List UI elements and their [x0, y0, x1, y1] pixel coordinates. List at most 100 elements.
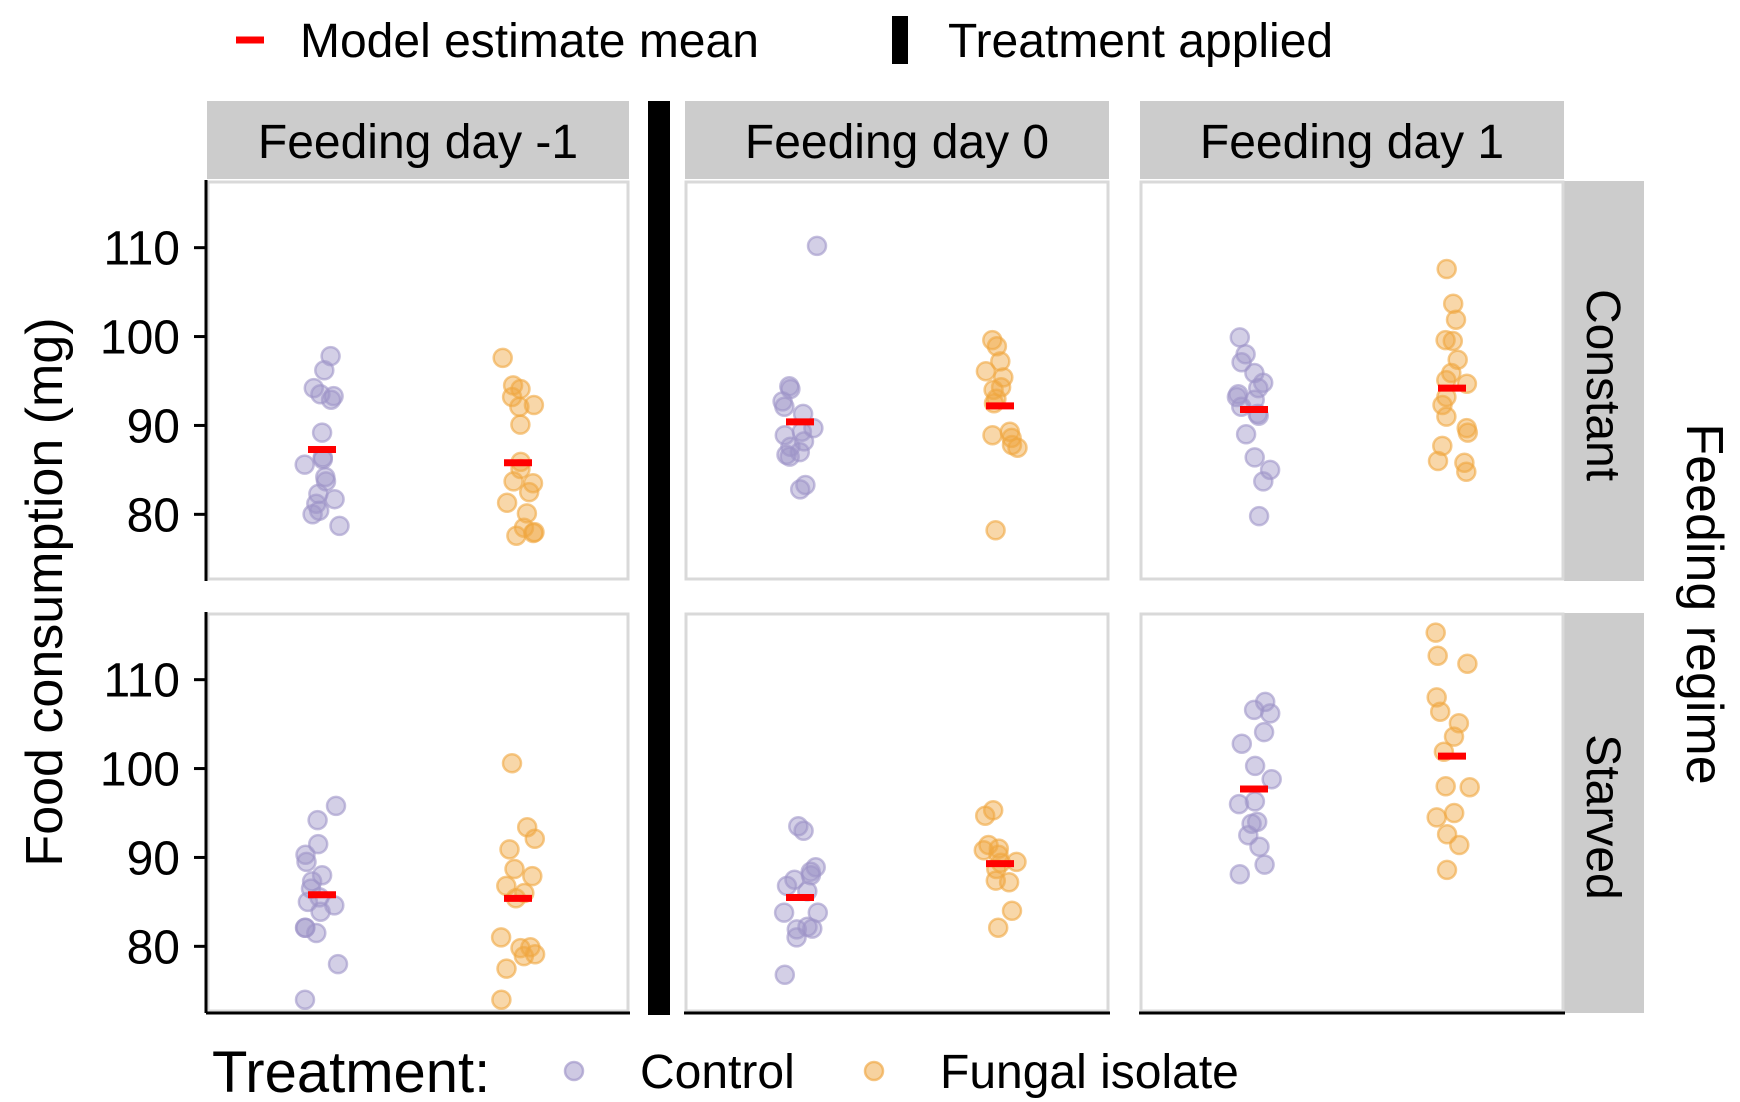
y-tick-label: 100	[100, 744, 180, 797]
y-tick-label: 90	[127, 400, 180, 453]
data-point	[982, 424, 1003, 446]
mean-markers	[308, 384, 1466, 902]
data-point	[523, 522, 544, 544]
data-point	[496, 492, 518, 514]
y-tick-label: 80	[127, 921, 180, 974]
data-point	[1001, 427, 1022, 449]
data-point	[1432, 435, 1453, 457]
data-point	[1259, 703, 1281, 724]
data-point	[990, 351, 1011, 372]
panels	[206, 180, 1565, 1013]
data-point	[1429, 701, 1451, 722]
data-point	[510, 414, 531, 435]
data-point	[1425, 622, 1446, 643]
data-point	[320, 389, 342, 410]
panel-day-minus1-constant	[206, 180, 630, 581]
data-point	[1443, 726, 1465, 747]
data-point	[307, 833, 329, 855]
panel-day0-constant	[684, 180, 1110, 581]
data-point	[1435, 329, 1456, 351]
y-tick-label: 110	[103, 655, 180, 708]
data-point	[491, 989, 512, 1010]
legend-control-label: Control	[640, 1046, 795, 1099]
data-point	[1248, 377, 1269, 399]
data-point	[1457, 422, 1479, 443]
data-point	[307, 809, 328, 831]
data-point	[518, 481, 540, 503]
data-point	[786, 927, 807, 948]
data-point	[1253, 471, 1274, 492]
row-facet-title: Feeding regime	[1675, 423, 1733, 784]
y-tick-label: 110	[103, 223, 180, 276]
strip-col-2	[685, 101, 1109, 179]
data-point	[327, 953, 349, 975]
data-point	[310, 901, 331, 922]
data-point	[1235, 424, 1257, 445]
data-point	[998, 872, 1020, 893]
data-point	[294, 454, 315, 475]
legend-fungal-swatch	[863, 1060, 885, 1082]
y-tick-label: 100	[100, 312, 180, 365]
data-point	[306, 922, 327, 944]
data-point	[296, 851, 317, 873]
data-point	[1457, 653, 1478, 674]
data-point	[523, 394, 545, 416]
data-point	[789, 479, 811, 500]
y-axis-title: Food consumption (mg)	[16, 317, 74, 866]
data-point	[1436, 406, 1457, 427]
panel-day1-constant	[1139, 180, 1565, 581]
data-point	[1436, 859, 1458, 881]
data-point	[490, 927, 512, 948]
row-strips: Constant Starved	[1564, 181, 1644, 1013]
panel-day1-starved	[1139, 612, 1565, 1013]
data-point	[325, 795, 347, 817]
legend-mean-label: Model estimate mean	[300, 15, 759, 68]
data-point	[1426, 807, 1447, 828]
strip-col-1	[207, 101, 629, 179]
data-point	[1231, 352, 1252, 373]
data-point	[504, 858, 525, 880]
data-point	[987, 917, 1009, 938]
data-point	[1459, 776, 1480, 798]
legend-top: Model estimate mean Treatment applied	[236, 15, 1333, 68]
data-point	[501, 752, 523, 774]
data-point	[1001, 900, 1023, 922]
data-point	[1445, 309, 1467, 330]
legend-control-swatch	[563, 1060, 585, 1082]
data-point	[1229, 864, 1251, 885]
data-point	[1241, 813, 1262, 834]
data-point	[1427, 450, 1449, 472]
data-point	[324, 488, 345, 510]
data-point	[1443, 802, 1465, 824]
y-axis-ticks: 80 90 100 110 80 90 100 110	[100, 223, 206, 974]
data-point	[1259, 459, 1281, 481]
data-point	[793, 820, 814, 842]
data-point	[975, 360, 997, 382]
data-point	[329, 515, 350, 537]
data-point	[492, 347, 513, 369]
data-point	[1228, 793, 1250, 815]
data-point	[1007, 437, 1028, 458]
data-point	[311, 422, 333, 443]
data-point	[776, 875, 798, 897]
data-point	[1248, 505, 1270, 527]
legend-bottom: Treatment: Control Fungal isolate	[212, 1040, 1239, 1102]
data-point	[974, 805, 996, 826]
data-point	[986, 336, 1008, 357]
data-point	[774, 964, 796, 986]
data-point	[774, 396, 795, 418]
data-point	[774, 424, 796, 446]
treatment-applied-line	[648, 101, 670, 1015]
data-point	[1231, 733, 1253, 754]
data-point	[1249, 836, 1270, 858]
strip-row-2	[1564, 613, 1644, 1013]
strip-col-2-label: Feeding day 0	[745, 116, 1049, 169]
data-point	[294, 989, 316, 1010]
legend-treatment-applied-label: Treatment applied	[948, 15, 1333, 68]
data-point	[294, 917, 316, 938]
data-points	[294, 235, 1480, 1010]
data-point	[503, 471, 524, 492]
data-point	[295, 844, 316, 866]
strip-col-3	[1140, 101, 1564, 179]
